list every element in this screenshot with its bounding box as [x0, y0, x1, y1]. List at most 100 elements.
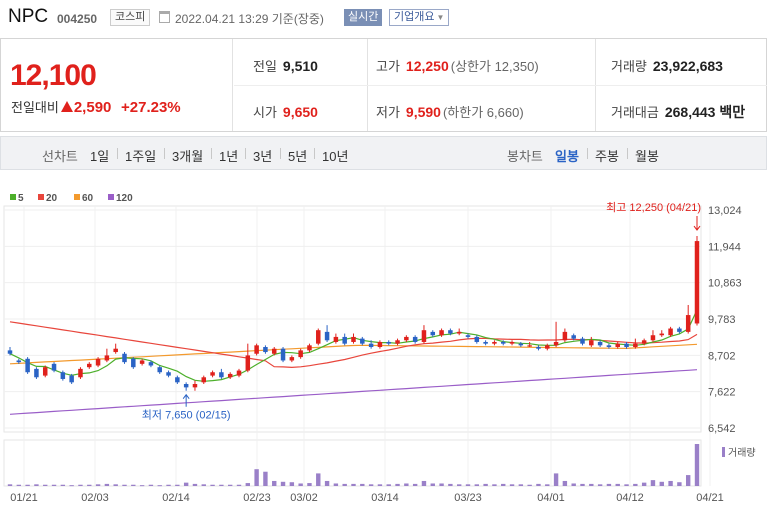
low-arrow	[182, 393, 190, 407]
low-price: 저가 9,590 (하한가 6,660)	[376, 102, 524, 121]
trade-amount: 거래대금 268,443 백만	[611, 102, 745, 122]
tab-weekly[interactable]: 주봉	[595, 149, 619, 164]
open-price: 시가 9,650	[253, 102, 318, 121]
candle-body	[104, 355, 110, 361]
candle	[509, 340, 515, 346]
volume-bar	[439, 483, 444, 486]
volume-bar	[78, 484, 83, 486]
candle	[615, 341, 620, 349]
candle	[580, 336, 585, 346]
candle	[412, 335, 418, 344]
candle-body	[271, 348, 277, 354]
candle-body	[342, 336, 347, 344]
volume-bar	[545, 484, 550, 486]
candle-body	[536, 347, 541, 349]
low-annotation: 최저 7,650 (02/15)	[142, 409, 231, 422]
tab-1day[interactable]: 1일	[90, 149, 110, 164]
tab-1year[interactable]: 1년	[219, 149, 239, 164]
tab-daily[interactable]: 일봉	[555, 149, 579, 164]
candle	[87, 362, 92, 369]
high-value: 12,250	[405, 58, 449, 74]
candle-body	[500, 341, 506, 344]
current-price: 12,100	[10, 59, 97, 92]
volume-value: 23,922,683	[652, 58, 723, 74]
candle-body	[562, 331, 568, 341]
amount-value: 268,443 백만	[664, 104, 746, 120]
prev-label: 전일	[253, 59, 277, 74]
volume-bar	[333, 483, 339, 486]
y-tick-label: 11,944	[708, 241, 741, 253]
volume-bar	[192, 483, 198, 486]
line-chart-label: 선차트	[42, 149, 78, 164]
candle-body	[492, 341, 497, 344]
volume-bar	[245, 483, 251, 486]
candle	[42, 365, 48, 378]
volume-bar	[298, 483, 303, 486]
volume-bar	[201, 484, 206, 486]
volume-bar	[316, 473, 321, 486]
tab-1week[interactable]: 1주일	[125, 149, 157, 164]
change-amount: 2,590	[73, 99, 112, 116]
candle-body	[307, 345, 312, 351]
volume-bar	[677, 482, 682, 486]
candle-body	[219, 372, 224, 378]
tab-5year[interactable]: 5년	[288, 149, 308, 164]
candles	[7, 236, 700, 391]
company-info-button[interactable]: 기업개요 ▼	[389, 9, 450, 26]
x-tick-label: 04/01	[537, 492, 565, 504]
candle-body	[580, 338, 585, 344]
legend-ma5-label: 5	[18, 193, 24, 204]
candle-body	[192, 384, 198, 388]
market-badge: 코스피	[110, 9, 151, 26]
candle	[280, 347, 286, 363]
candle-body	[456, 331, 462, 334]
low-value: 9,590	[405, 104, 441, 120]
candle	[633, 338, 638, 349]
high-arrow	[693, 216, 701, 231]
x-tick-label: 03/23	[454, 492, 482, 504]
volume-bar	[254, 469, 259, 486]
candle	[192, 380, 198, 391]
volume-bar	[166, 484, 171, 486]
candle	[527, 341, 532, 348]
volume-bar	[219, 484, 224, 486]
divider	[245, 148, 246, 159]
candle	[377, 340, 383, 349]
candle-body	[404, 336, 409, 341]
realtime-badge[interactable]: 실시간	[344, 9, 383, 26]
candle	[500, 340, 506, 346]
volume-bars: 거래량	[7, 444, 756, 487]
candle	[571, 333, 576, 341]
volume-bar	[7, 484, 13, 486]
candle	[166, 370, 171, 378]
candle	[60, 370, 66, 381]
candle	[589, 336, 594, 348]
tab-monthly[interactable]: 월봉	[635, 149, 659, 164]
legend-ma20: 20	[38, 193, 57, 204]
volume-bar	[342, 483, 347, 486]
tab-10year[interactable]: 10년	[322, 149, 349, 164]
volume-bar	[289, 482, 295, 486]
candle	[395, 338, 400, 346]
candle	[122, 352, 127, 364]
volume-bar	[606, 483, 612, 486]
ma20-swatch	[38, 194, 44, 200]
candle-body	[641, 340, 647, 344]
volume-bar	[263, 471, 268, 486]
volume-bar	[685, 475, 691, 486]
candle-body	[360, 338, 365, 344]
volume-bar	[536, 483, 541, 486]
candle-body	[139, 360, 145, 364]
candle	[16, 358, 22, 364]
candle	[368, 340, 374, 349]
candle-body	[509, 341, 515, 344]
candle	[236, 368, 242, 378]
legend-ma60: 60	[74, 193, 93, 204]
legend-ma60-label: 60	[82, 193, 94, 204]
volume-bar	[562, 480, 568, 486]
volume-bar	[650, 480, 656, 486]
candle-body	[280, 348, 286, 361]
tab-3month[interactable]: 3개월	[172, 149, 204, 164]
tab-3year[interactable]: 3년	[253, 149, 273, 164]
